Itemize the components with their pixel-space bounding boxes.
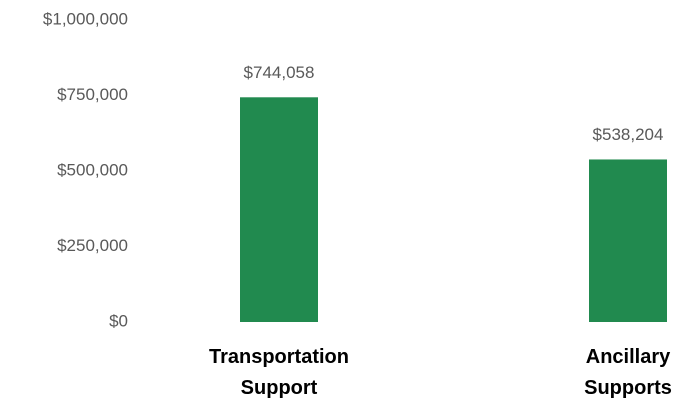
x-tick-label: Transportation Support bbox=[208, 346, 349, 399]
y-tick-label: $0 bbox=[109, 311, 128, 330]
y-tick-label: $500,000 bbox=[57, 160, 128, 179]
bar bbox=[240, 97, 318, 322]
y-tick-label: $750,000 bbox=[57, 85, 128, 104]
value-label: $538,204 bbox=[593, 125, 664, 144]
bar bbox=[589, 159, 667, 322]
value-label: $744,058 bbox=[244, 63, 315, 82]
y-tick-label: $1,000,000 bbox=[43, 9, 128, 28]
x-tick-label: Ancillary Supports bbox=[584, 346, 672, 399]
y-tick-label: $250,000 bbox=[57, 236, 128, 255]
